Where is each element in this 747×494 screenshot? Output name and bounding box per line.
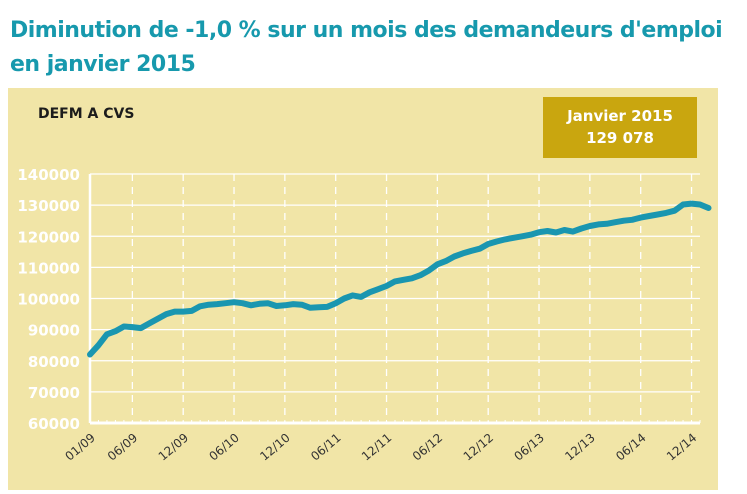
y-tick-label: 120000 <box>17 228 80 246</box>
x-tick-label: 12/13 <box>562 431 597 464</box>
x-tick-label: 06/10 <box>206 431 241 464</box>
x-tick-label: 06/11 <box>308 431 343 464</box>
x-tick-label: 12/14 <box>664 431 699 464</box>
series-label: DEFM A CVS <box>38 106 135 122</box>
x-tick-label: 12/09 <box>156 431 191 464</box>
latest-period: Janvier 2015 <box>567 107 673 125</box>
series-line <box>87 200 712 358</box>
x-tick-label: 01/09 <box>62 431 97 464</box>
x-tick-label: 06/14 <box>613 431 648 464</box>
y-tick-label: 80000 <box>28 353 80 371</box>
x-tick-label: 06/12 <box>410 431 445 464</box>
y-tick-label: 90000 <box>28 322 80 340</box>
x-tick-label: 12/11 <box>359 431 394 464</box>
x-tick-label: 06/13 <box>511 431 546 464</box>
latest-value-badge: Janvier 2015 129 078 <box>543 97 697 158</box>
y-tick-label: 140000 <box>17 166 80 184</box>
chart-title: Diminution de -1,0 % sur un mois des dem… <box>10 18 723 77</box>
y-tick-label: 110000 <box>17 259 80 277</box>
x-tick-label: 06/09 <box>105 431 140 464</box>
y-tick-label: 130000 <box>17 197 80 215</box>
x-tick-label: 12/10 <box>257 431 292 464</box>
y-tick-label: 70000 <box>28 384 80 402</box>
latest-value: 129 078 <box>586 129 654 147</box>
y-tick-label: 100000 <box>17 291 80 309</box>
x-tick-label: 12/12 <box>461 431 496 464</box>
y-tick-label: 60000 <box>28 415 80 433</box>
